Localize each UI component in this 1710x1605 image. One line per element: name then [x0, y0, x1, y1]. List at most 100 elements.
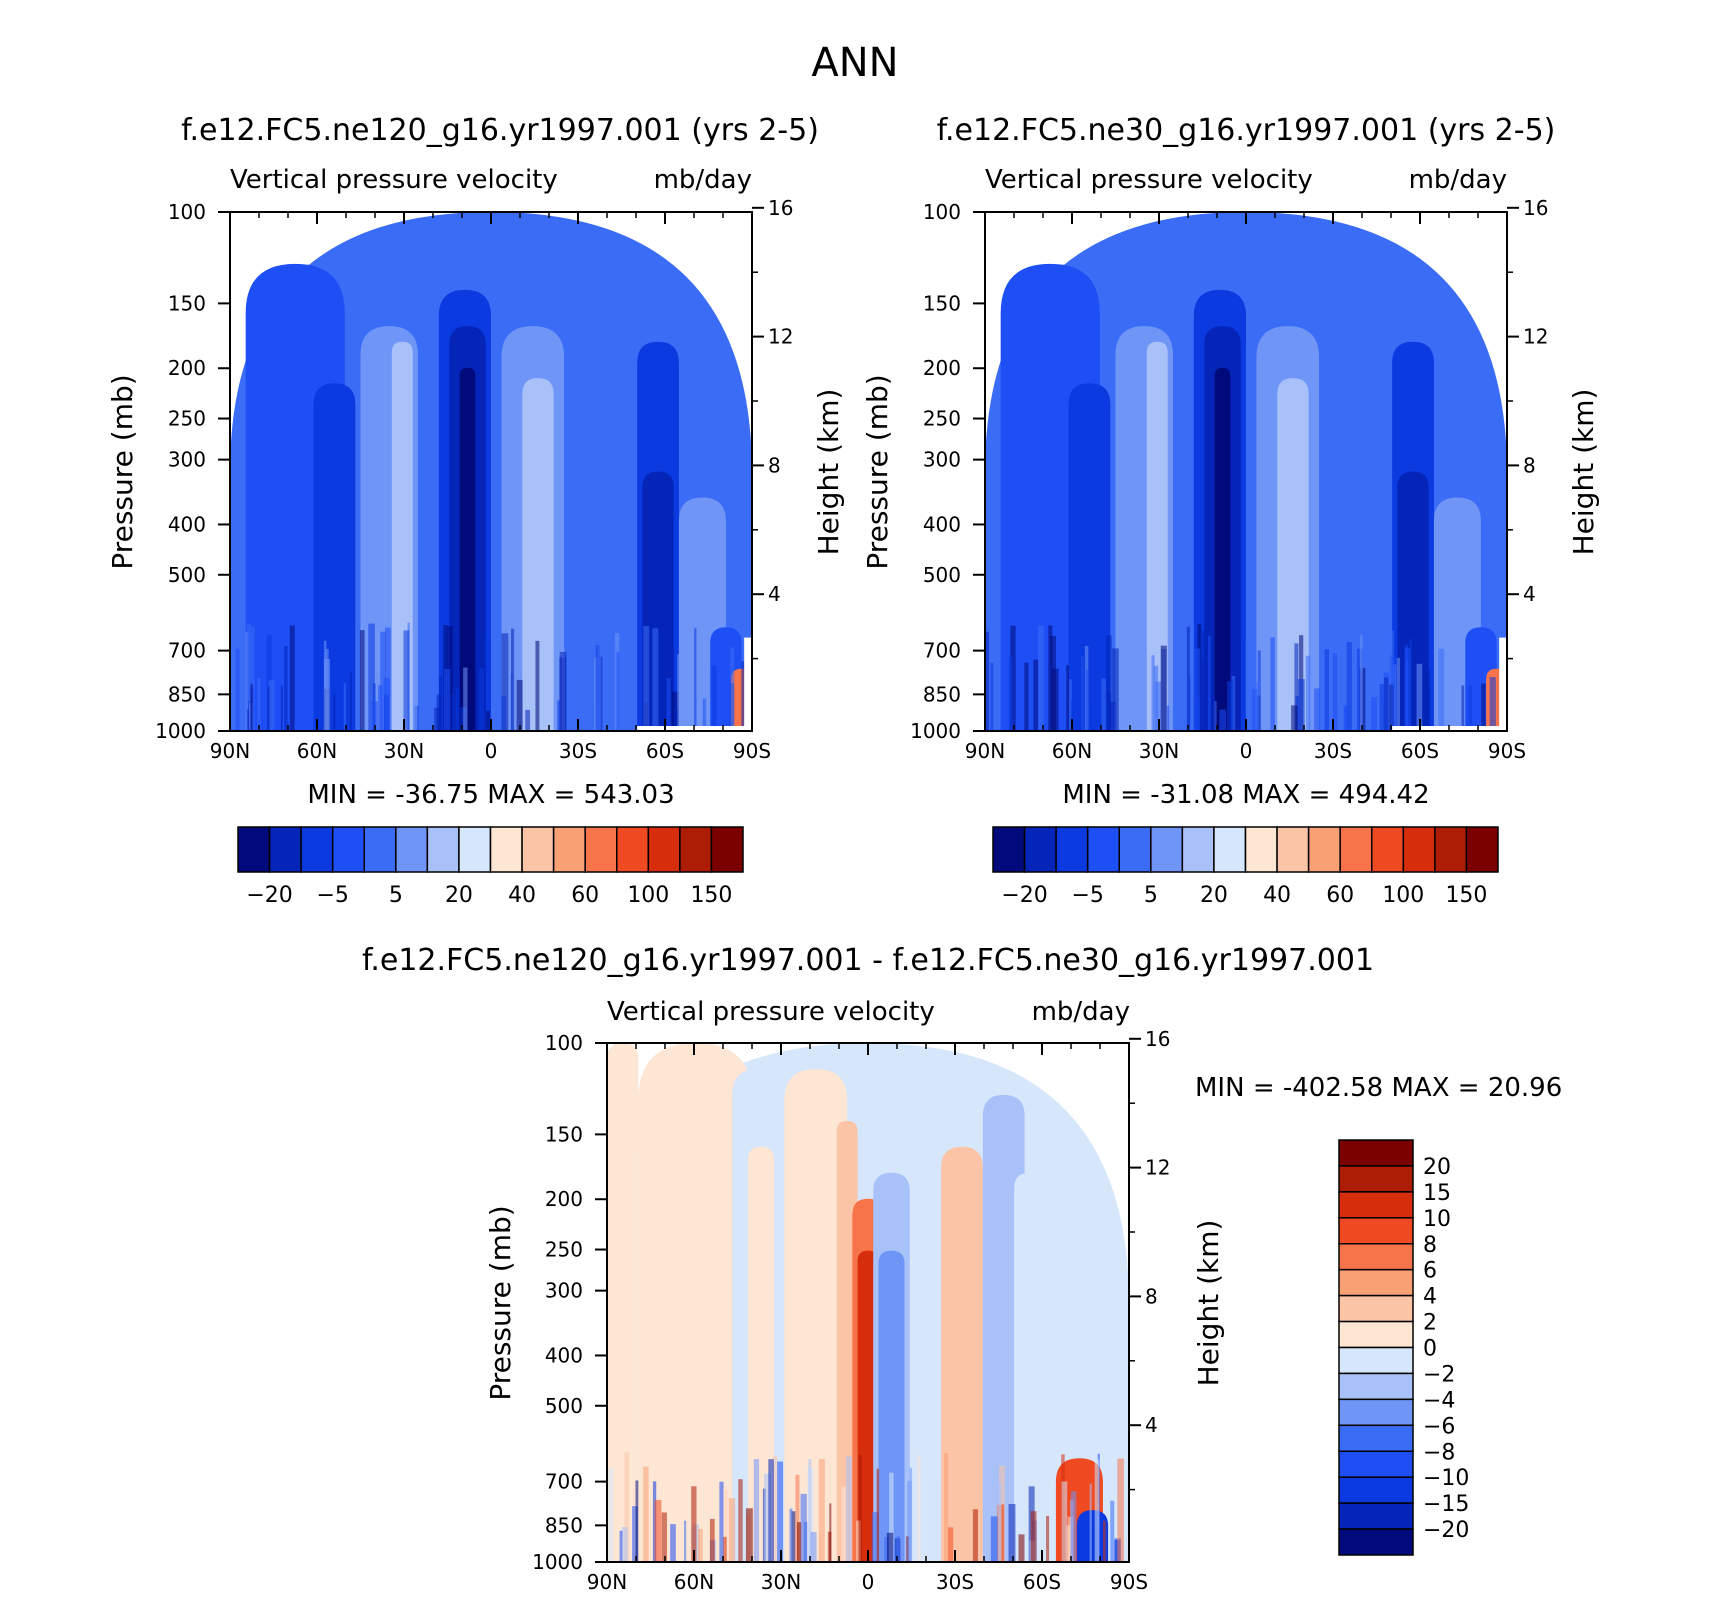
y-tick-label: 300 [545, 1279, 583, 1303]
contour-band [666, 678, 671, 731]
colorbar-swatch [1213, 826, 1247, 873]
contour-band [1252, 689, 1258, 731]
contour-band [438, 707, 446, 731]
contour-band [818, 1459, 825, 1562]
y-right-tick-label: 16 [1145, 1027, 1170, 1051]
contour-band [1160, 645, 1167, 731]
contour-band [1008, 1504, 1016, 1562]
contour-band [272, 651, 280, 731]
colorbar-swatch [489, 826, 523, 873]
y-tick-label: 1000 [532, 1550, 583, 1574]
colorbar-swatch [331, 826, 365, 873]
contour-band [990, 662, 994, 731]
panel-subtitle-right: mb/day [654, 165, 752, 195]
contour-band [1481, 683, 1486, 731]
contour-band [1214, 367, 1231, 731]
colorbar-label: −2 [1423, 1362, 1455, 1387]
contour-band [1052, 668, 1059, 731]
y-tick-label: 500 [545, 1394, 583, 1418]
contour-band [250, 683, 253, 731]
contour-band [933, 1480, 939, 1562]
contour-band [616, 651, 620, 731]
colorbar-swatch [1434, 826, 1468, 873]
contour-band [777, 1461, 784, 1562]
contour-band [643, 625, 650, 731]
contour-band [1094, 1459, 1100, 1562]
y-tick-label: 850 [545, 1513, 583, 1537]
colorbar-swatch [395, 826, 429, 873]
contour-band [1294, 643, 1299, 731]
contour-band [886, 1532, 894, 1562]
contour-band [694, 628, 697, 731]
contour-band [463, 667, 468, 731]
contour-band [1467, 685, 1473, 731]
panel-difference: f.e12.FC5.ne120_g16.yr1997.001 - f.e12.F… [362, 943, 1562, 1594]
colorbar-swatch [647, 826, 681, 873]
contour-field [985, 212, 1507, 731]
x-tick-label: 30S [936, 1570, 974, 1594]
contour-band [1103, 1520, 1106, 1562]
x-tick-label: 30N [384, 739, 424, 763]
contour-band [501, 633, 509, 731]
panel-title: f.e12.FC5.ne30_g16.yr1997.001 (yrs 2-5) [937, 113, 1556, 148]
contour-band [413, 669, 418, 731]
x-tick-label: 90N [587, 1570, 627, 1594]
contour-band [1024, 662, 1029, 731]
colorbar-label: 0 [1423, 1337, 1437, 1362]
page-title: ANN [811, 40, 898, 86]
contour-band [871, 1512, 879, 1562]
y-right-axis-label: Height (km) [1567, 389, 1600, 556]
contour-band [284, 645, 288, 731]
contour-band [323, 658, 331, 731]
contour-band [917, 1454, 921, 1562]
contour-band [371, 701, 378, 731]
contour-band [747, 1146, 775, 1562]
contour-band [1426, 669, 1431, 731]
colorbar-label: 150 [1445, 883, 1487, 908]
panel-subtitle-left: Vertical pressure velocity [985, 165, 1313, 195]
colorbar-label: −15 [1423, 1492, 1469, 1517]
colorbar-swatch [616, 826, 650, 873]
contour-band [841, 1486, 846, 1562]
contour-band [711, 665, 717, 731]
contour-band [1169, 680, 1173, 731]
panel-ne30: f.e12.FC5.ne30_g16.yr1997.001 (yrs 2-5) … [861, 113, 1600, 908]
contour-band [1151, 655, 1155, 731]
x-tick-label: 30N [761, 1570, 801, 1594]
contour-band [1314, 688, 1321, 731]
x-tick-label: 0 [485, 739, 498, 763]
y-tick-label: 850 [168, 682, 206, 706]
contour-band [728, 1498, 736, 1562]
contour-band [984, 1534, 990, 1562]
contour-band [985, 631, 989, 731]
contour-band [845, 1456, 852, 1562]
y-tick-label: 150 [545, 1122, 583, 1146]
colorbar-swatch [1150, 826, 1184, 873]
contour-band [1166, 705, 1170, 731]
contour-band [1070, 700, 1074, 731]
contour-band [1110, 1500, 1115, 1562]
y-tick-label: 400 [923, 512, 961, 536]
y-tick-label: 850 [923, 682, 961, 706]
contour-band [1068, 679, 1073, 731]
min-max-stats: MIN = -402.58 MAX = 20.96 [1195, 1073, 1562, 1103]
contour-band [1185, 652, 1188, 731]
colorbar-swatch [237, 826, 271, 873]
colorbar-swatch [1371, 826, 1405, 873]
contour-band [1404, 647, 1411, 731]
y-tick-label: 250 [545, 1238, 583, 1262]
contour-band [698, 1528, 703, 1562]
contour-band [479, 668, 484, 731]
contour-band [564, 274, 596, 731]
contour-band [516, 679, 523, 731]
x-tick-label: 90S [1110, 1570, 1148, 1594]
contour-band [684, 1520, 687, 1562]
contour-band [990, 1516, 998, 1562]
colorbar-label: −20 [246, 883, 292, 908]
x-tick-label: 90N [210, 739, 250, 763]
colorbar-swatch [1181, 826, 1215, 873]
contour-band [1001, 1504, 1005, 1562]
colorbar-swatch [268, 826, 302, 873]
colorbar: −20 −5 5 20 40 60 100 150 [992, 826, 1499, 908]
